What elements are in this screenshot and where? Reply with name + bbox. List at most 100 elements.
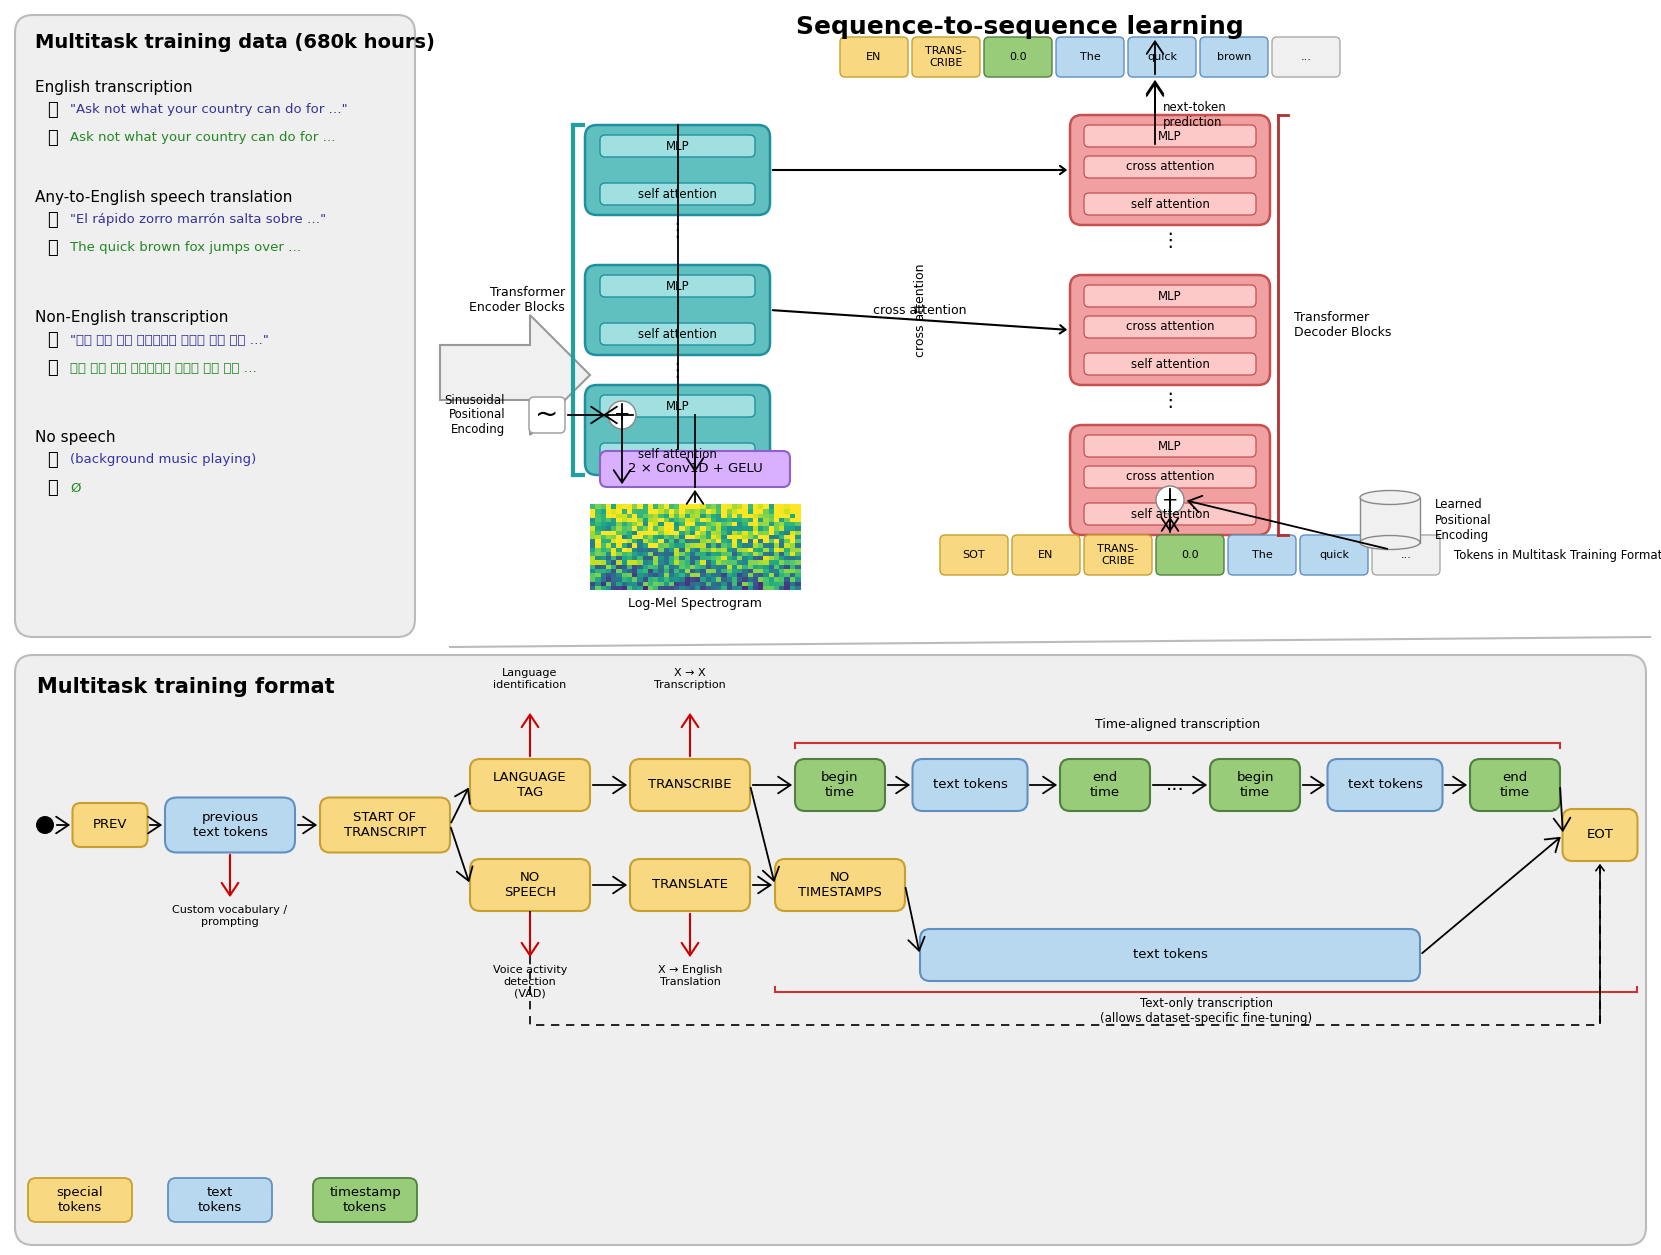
Bar (643, 567, 649, 574)
FancyBboxPatch shape (912, 759, 1028, 811)
Text: MLP: MLP (1158, 290, 1183, 302)
Bar (621, 542, 628, 547)
Text: 🔊: 🔊 (48, 451, 58, 469)
Bar (789, 538, 796, 543)
Bar (638, 585, 643, 590)
Bar (684, 546, 691, 552)
Bar (679, 576, 686, 581)
Bar (689, 512, 696, 518)
Bar (638, 530, 643, 535)
Bar (769, 530, 774, 535)
Bar (774, 530, 781, 535)
Bar (764, 542, 769, 547)
Bar (779, 505, 786, 510)
Bar (757, 526, 764, 531)
Bar (638, 538, 643, 543)
Bar (721, 546, 728, 552)
Bar (689, 576, 696, 581)
Bar (794, 512, 801, 518)
Bar (684, 572, 691, 577)
Bar (621, 551, 628, 556)
Bar (601, 517, 606, 522)
Bar (764, 521, 769, 526)
Bar (679, 521, 686, 526)
Bar (611, 572, 618, 577)
Bar (733, 505, 737, 510)
Bar (601, 521, 606, 526)
Bar (716, 521, 723, 526)
Bar (626, 555, 633, 560)
Bar (737, 512, 742, 518)
Bar (737, 508, 742, 513)
FancyBboxPatch shape (470, 858, 590, 911)
Text: X → English
Translation: X → English Translation (658, 965, 723, 986)
Bar (684, 505, 691, 510)
Bar (757, 533, 764, 538)
Text: TRANSLATE: TRANSLATE (653, 878, 728, 891)
FancyBboxPatch shape (1227, 535, 1296, 575)
Bar (689, 581, 696, 586)
Bar (716, 517, 723, 522)
FancyBboxPatch shape (600, 323, 756, 345)
Bar (616, 563, 623, 569)
Bar (616, 521, 623, 526)
Bar (606, 533, 611, 538)
Bar (621, 517, 628, 522)
Bar (674, 576, 681, 581)
Bar (737, 567, 742, 574)
Bar (648, 517, 654, 522)
Bar (663, 546, 669, 552)
Bar (774, 512, 781, 518)
Bar (601, 508, 606, 513)
Bar (784, 530, 791, 535)
Bar (653, 526, 659, 531)
Bar (701, 581, 706, 586)
Bar (752, 533, 759, 538)
Text: "Ask not what your country can do for …": "Ask not what your country can do for …" (70, 103, 347, 117)
Bar (757, 585, 764, 590)
Bar (621, 572, 628, 577)
Bar (595, 581, 601, 586)
Text: Log-Mel Spectrogram: Log-Mel Spectrogram (628, 597, 762, 610)
Bar (648, 533, 654, 538)
Text: self attention: self attention (638, 328, 718, 340)
Bar (733, 576, 737, 581)
Text: 0.0: 0.0 (1010, 51, 1026, 61)
Bar (737, 512, 742, 518)
Bar (757, 505, 764, 510)
Bar (716, 567, 723, 574)
Bar (626, 512, 633, 518)
Bar (674, 517, 681, 522)
Bar (684, 521, 691, 526)
Bar (794, 526, 801, 531)
FancyBboxPatch shape (1085, 316, 1256, 338)
Bar (794, 517, 801, 522)
Bar (669, 546, 674, 552)
Text: timestamp
tokens: timestamp tokens (329, 1186, 400, 1214)
Bar (769, 533, 774, 538)
Bar (679, 546, 686, 552)
Bar (638, 530, 643, 535)
Bar (643, 563, 649, 569)
Bar (658, 505, 664, 510)
Bar (769, 508, 774, 513)
Bar (726, 560, 733, 565)
Bar (757, 512, 764, 518)
Bar (595, 585, 601, 590)
Text: MLP: MLP (666, 399, 689, 413)
Bar (663, 563, 669, 569)
FancyBboxPatch shape (1085, 535, 1153, 575)
Bar (764, 551, 769, 556)
Bar (764, 512, 769, 518)
Bar (626, 585, 633, 590)
Bar (626, 555, 633, 560)
Bar (631, 538, 638, 543)
Bar (701, 585, 706, 590)
Bar (726, 555, 733, 560)
Bar (737, 521, 742, 526)
Bar (663, 560, 669, 565)
Bar (674, 563, 681, 569)
FancyBboxPatch shape (912, 36, 980, 77)
Bar (769, 551, 774, 556)
Bar (643, 542, 649, 547)
